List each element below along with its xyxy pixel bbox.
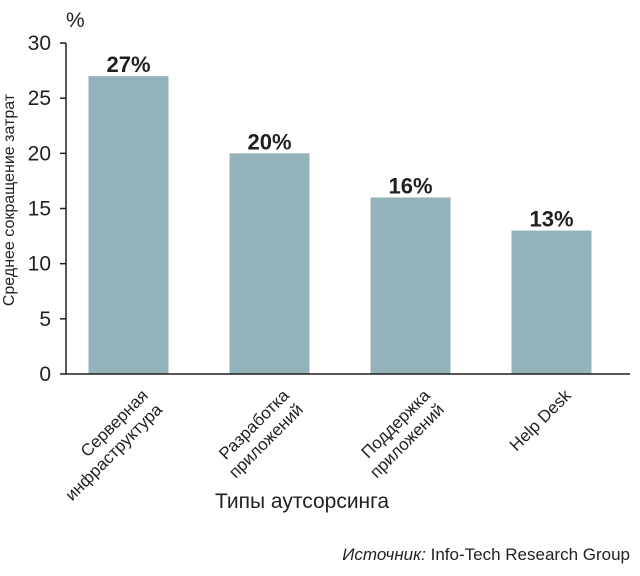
x-tick-label: Разработкаприложений <box>211 386 307 482</box>
x-tick-label: Help Desk <box>506 386 575 455</box>
bar <box>229 153 310 374</box>
x-tick-label: Поддержкаприложений <box>352 385 448 481</box>
y-tick-label: 30 <box>28 32 51 55</box>
x-tick-label-line: Help Desk <box>506 386 575 455</box>
bar <box>370 197 451 374</box>
y-axis-unit: % <box>66 9 85 32</box>
y-tick-label: 10 <box>28 253 51 276</box>
y-tick-label: 25 <box>28 87 51 110</box>
y-axis-title: Среднее сокращение затрат <box>1 93 18 306</box>
source-text: Info-Tech Research Group <box>425 545 630 564</box>
y-tick-label: 15 <box>28 198 51 221</box>
bar-value-label: 16% <box>388 173 432 198</box>
y-tick-label: 20 <box>28 142 51 165</box>
source-note: Источник: Info-Tech Research Group <box>342 545 630 565</box>
y-tick-label: 5 <box>39 308 51 331</box>
bar-value-label: 20% <box>247 129 291 154</box>
bar-value-label: 13% <box>529 207 573 232</box>
x-axis-title: Типы аутсорсинга <box>215 490 389 513</box>
y-tick-label: 0 <box>39 363 51 386</box>
source-label: Источник: <box>342 545 426 564</box>
x-tick-label: Сервернаяинфраструктура <box>47 385 166 504</box>
bar <box>88 76 169 374</box>
bar <box>511 230 592 374</box>
bars-group: 27% 20% 16% 13% <box>88 52 592 374</box>
bar-value-label: 27% <box>106 52 150 77</box>
